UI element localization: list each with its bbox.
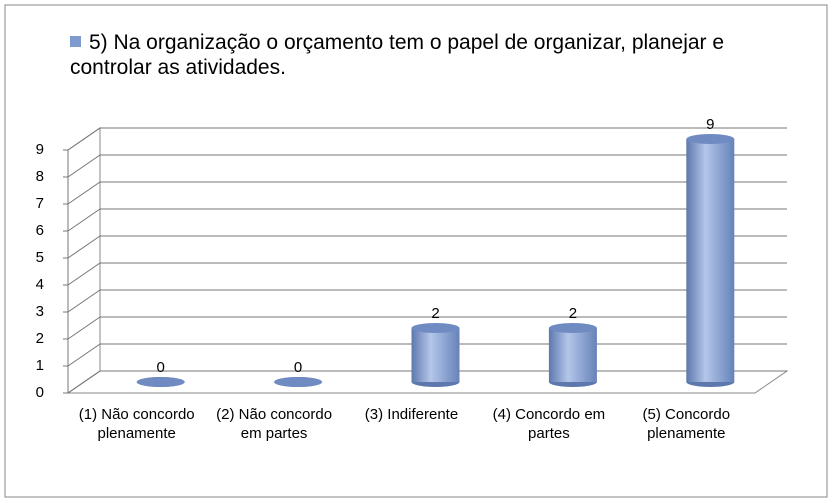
grid-line [67,154,787,178]
bar-top [548,323,597,333]
data-label: 2 [431,305,439,322]
x-tick-label: (1) Não concordo plenamente [78,406,195,442]
x-tick-label: (3) Indiferente [364,406,459,423]
data-label: 2 [569,305,577,322]
bar-top [411,323,460,333]
x-tick-label: (4) Concordo em partes [492,406,606,442]
bar-top [136,377,185,387]
grid-line [67,316,787,340]
grid-line [67,289,787,313]
back-wall [67,127,101,394]
data-label: 0 [294,359,302,376]
y-tick-label: 9 [36,141,44,158]
y-tick-label: 6 [36,222,44,239]
y-tick-label: 1 [36,357,44,374]
y-tick-label: 8 [36,168,44,185]
bar [686,139,735,382]
y-tick-label: 3 [36,303,44,320]
legend-swatch [70,36,81,47]
bar [411,328,460,382]
data-label: 0 [157,359,165,376]
grid-line [67,127,787,151]
legend-label: 5) Na organização o orçamento tem o pape… [70,31,725,79]
x-tick-label: (2) Não concordo em partes [216,406,333,442]
data-label: 9 [706,116,714,133]
y-tick-label: 5 [36,249,44,266]
y-tick-label: 0 [36,384,44,401]
grid-line [67,181,787,205]
legend: 5) Na organização o orçamento tem o pape… [70,30,810,80]
x-tick-label: (5) Concordo plenamente [642,406,731,442]
bar [548,328,597,382]
y-tick-label: 4 [36,276,44,293]
grid-line [67,208,787,232]
grid-line [67,235,787,259]
y-tick-label: 7 [36,195,44,212]
frame [4,4,828,498]
bar-top [686,134,735,144]
bar-top [274,377,323,387]
grid-line [67,262,787,286]
y-tick-label: 2 [36,330,44,347]
